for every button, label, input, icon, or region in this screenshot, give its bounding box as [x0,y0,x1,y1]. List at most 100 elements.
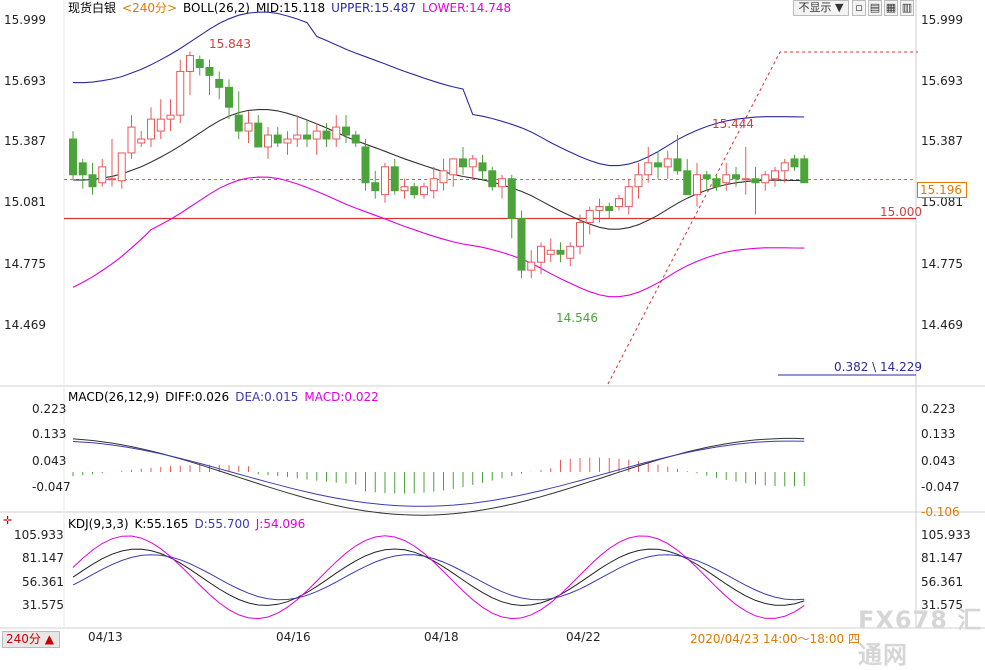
window-button-2[interactable]: ▤ [868,0,882,16]
candle-body [780,162,789,172]
candle-body [634,174,643,188]
candle-body [127,126,136,154]
candle-body [566,245,575,259]
price-y-tick: 14.775 [4,257,46,271]
macd-header: MACD(26,12,9) DIFF:0.026 DEA:0.015 MACD:0.0… [68,389,385,405]
chart-canvas[interactable] [0,0,985,650]
price-y-tick-right: 15.387 [921,134,963,148]
price-y-tick: 15.999 [4,13,46,27]
candle-body [761,174,770,184]
price-y-tick: 14.469 [4,318,46,332]
kdj-y-tick-right: 56.361 [921,575,963,589]
candle-body [137,138,146,144]
candle-body [624,186,633,208]
candle-body [644,162,653,176]
period-tab[interactable]: 240分 ▲ [2,631,60,648]
candle-body [234,114,243,132]
macd-y-tick: -0.047 [32,480,71,494]
candle-body [546,249,555,255]
macd-y-tick-right: 0.223 [921,402,956,416]
candle-body [390,166,399,192]
candle-body [702,174,711,180]
candle-body [683,170,692,196]
candle-body [429,178,438,192]
macd-y-tick-right: 0.043 [921,454,956,468]
high-annotation: 15.843 [209,37,251,51]
candle-body [88,174,97,188]
candle-body [449,158,458,176]
candle-body [771,170,779,180]
timestamp-label: 2020/04/23 14:00～18:00 四 [690,632,860,646]
candle-body [176,70,185,116]
boll-upper-line [72,11,805,167]
price-y-tick: 15.693 [4,74,46,88]
kdj-d: D:55.700 [194,517,250,531]
candle-body [439,170,448,184]
boll-mid: MID:15.118 [255,1,326,15]
candle-body [654,162,662,168]
macd-value: MACD:0.022 [304,390,379,404]
candle-body [342,126,350,136]
boll-label: BOLL(26,2) [183,1,250,15]
current-price-tag: 15.196 [917,182,967,198]
watermark: FX678 汇通网 [858,606,983,669]
kdj-y-tick: 31.575 [22,598,64,612]
candle-body [790,158,799,168]
kdj-k-line [72,548,805,607]
macd-dea: DEA:0.015 [235,390,299,404]
candle-body [400,186,409,192]
price-y-tick: 15.387 [4,134,46,148]
candle-body [156,118,165,132]
candle-body [478,162,487,172]
candle-body [556,249,565,255]
candle-body [732,174,740,180]
symbol-name: 现货白银 [68,1,117,15]
hide-indicator-button[interactable]: 不显示 ▼ [793,0,849,16]
macd-y-tick: 0.043 [32,454,67,468]
candle-body [605,206,614,212]
candle-body [186,55,194,72]
window-button-3[interactable]: ▦ [884,0,898,16]
price-y-tick-right: 14.775 [921,257,963,271]
kdj-j-line [72,535,805,620]
candle-body [225,86,233,108]
window-button-4[interactable]: ▥ [900,0,914,16]
candle-body [361,146,370,184]
candle-body [663,158,672,168]
candle-body [459,158,467,168]
kdj-k: K:55.165 [134,517,189,531]
candle-body [488,170,497,188]
candle-body [293,134,302,140]
x-date-label: 04/22 [566,630,601,644]
kdj-y-tick: 56.361 [22,575,64,589]
candle-body [615,198,623,208]
candle-body [273,134,282,144]
candle-body [468,158,477,168]
candle-body [751,178,760,184]
macd-title: MACD(26,12,9) [68,390,160,404]
crosshair-icon[interactable]: ✛ [3,514,13,527]
boll-mid-line [72,109,805,230]
fib-trend-line [607,51,918,385]
candle-body [371,182,380,192]
macd-dea-line [72,440,805,507]
level-annotation: 15.000 [880,205,922,219]
window-button-1[interactable]: ▫ [852,0,866,16]
macd-diff-line [72,437,805,516]
candle-body [517,217,526,271]
kdj-header: KDJ(9,3,3) K:55.165 D:55.700 J:54.096 [68,516,311,532]
macd-y-tick: 0.223 [32,402,67,416]
candle-body [69,138,77,176]
candle-body [693,174,701,196]
period-label[interactable]: <240分> [122,1,178,15]
candle-body [303,134,311,140]
candle-body [166,114,175,120]
candle-body [576,221,584,247]
candle-body [673,158,682,172]
candle-body [351,134,360,144]
candle-body [332,126,341,140]
price-y-tick: 15.081 [4,195,46,209]
candle-body [381,166,389,196]
candle-body [283,138,292,144]
candle-body [254,122,263,148]
